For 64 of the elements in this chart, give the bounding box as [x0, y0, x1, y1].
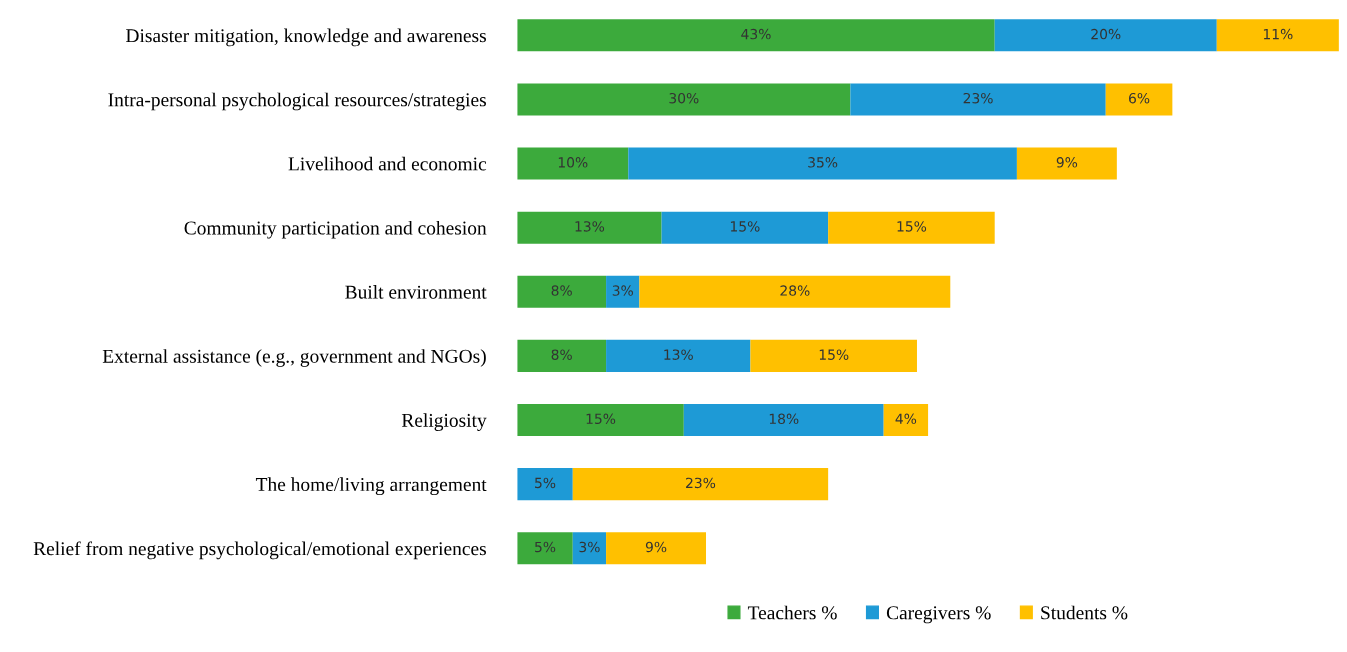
data-label: 15%	[897, 221, 927, 232]
data-label: 13%	[575, 221, 605, 232]
data-label: 3%	[612, 285, 633, 296]
data-label: 15%	[730, 221, 760, 232]
data-label: 23%	[963, 92, 993, 104]
y-tick-label: Religiosity	[401, 413, 487, 431]
bar	[517, 403, 684, 437]
bar	[850, 83, 1106, 116]
data-label: 11%	[1263, 28, 1293, 40]
data-label: 8%	[551, 285, 572, 296]
data-label: 15%	[819, 349, 849, 360]
y-tick-label: The home/living arrangement	[255, 477, 487, 496]
bar	[1216, 19, 1339, 52]
bar	[517, 339, 607, 372]
data-label: 10%	[558, 157, 588, 168]
legend-label: Students %	[1041, 605, 1128, 620]
data-label: 6%	[1129, 92, 1150, 104]
bar	[1105, 83, 1173, 116]
bar	[994, 19, 1217, 52]
legend-label: Teachers %	[747, 605, 837, 620]
bar	[572, 532, 607, 565]
data-label: 35%	[808, 157, 838, 168]
data-label: 4%	[895, 413, 917, 425]
data-label: 9%	[1056, 157, 1078, 168]
data-label: 23%	[686, 477, 716, 489]
bar	[606, 339, 751, 372]
bar	[639, 275, 951, 308]
bar	[517, 19, 995, 52]
data-label: 5%	[535, 477, 556, 489]
data-label: 9%	[645, 541, 667, 553]
bar	[517, 275, 607, 308]
y-tick-label: Disaster mitigation, knowledge and awareness	[126, 28, 486, 47]
data-label: 20%	[1091, 28, 1121, 40]
y-tick-label: Relief from negative psychological/emotional experiences	[33, 541, 486, 560]
data-label: 18%	[769, 413, 799, 425]
data-label: 30%	[669, 92, 699, 104]
bar	[683, 403, 884, 437]
y-tick-label: External assistance (e.g., government and NGOs)	[102, 349, 486, 367]
y-tick-label: Community participation and cohesion	[184, 220, 487, 239]
data-label: 15%	[586, 413, 616, 425]
y-tick-label: Intra-personal psychological resources/strategies	[108, 92, 486, 111]
bar	[628, 147, 1017, 180]
legend-label: Caregivers %	[886, 606, 991, 624]
data-label: 3%	[579, 541, 600, 553]
bar	[606, 532, 707, 565]
bar	[883, 403, 929, 437]
y-tick-label: Livelihood and economic	[288, 156, 487, 171]
data-label: 8%	[551, 349, 572, 360]
data-label: 13%	[664, 349, 693, 360]
bar	[606, 275, 640, 308]
data-label: 5%	[535, 541, 556, 553]
bar	[517, 83, 851, 116]
data-label: 28%	[780, 285, 810, 296]
bar	[517, 532, 573, 565]
bar	[517, 211, 662, 244]
bar	[828, 211, 995, 244]
y-tick-label: Built environment	[345, 285, 487, 299]
bar	[1016, 147, 1117, 180]
bar	[661, 211, 829, 244]
data-label: 43%	[741, 28, 771, 40]
bar	[517, 147, 629, 180]
bar	[750, 339, 917, 372]
bar	[572, 468, 829, 501]
bar	[517, 468, 573, 501]
